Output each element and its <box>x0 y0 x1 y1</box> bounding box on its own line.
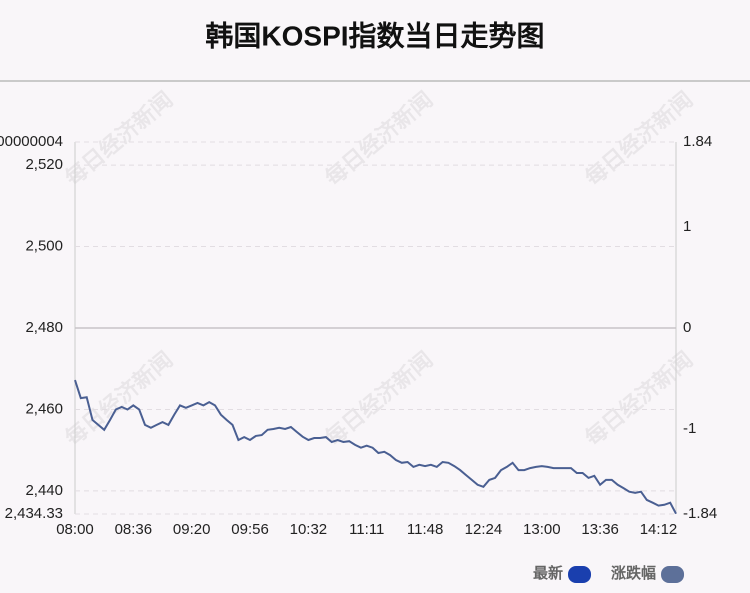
y-tick-label: 2,440 <box>25 482 63 499</box>
watermark: 每日经济新闻 <box>320 347 437 451</box>
y-tick-label: 2,500 <box>25 238 63 255</box>
x-tick-label: 12:24 <box>465 521 503 538</box>
price-line <box>74 379 677 515</box>
x-tick-label: 08:36 <box>115 521 153 538</box>
legend-label: 最新 <box>533 564 563 582</box>
y2-tick-label: 1.84 <box>683 133 712 150</box>
y-tick-label: 2,525.6700000000004 <box>0 133 63 150</box>
y2-tick-label: -1 <box>683 420 696 437</box>
y2-tick-label: 1 <box>683 218 691 235</box>
x-tick-label: 11:11 <box>349 521 384 538</box>
watermark: 每日经济新闻 <box>60 87 177 191</box>
watermark: 每日经济新闻 <box>580 87 697 191</box>
y-tick-label: 2,480 <box>25 319 63 336</box>
y-tick-label: 2,520 <box>25 156 63 173</box>
x-tick-label: 08:00 <box>56 521 94 538</box>
legend-label: 涨跌幅 <box>611 564 656 582</box>
legend-swatch <box>568 566 592 583</box>
x-tick-label: 09:56 <box>231 521 269 538</box>
x-tick-label: 14:12 <box>640 521 678 538</box>
legend-swatch <box>661 566 685 583</box>
y2-tick-label: 0 <box>683 319 691 336</box>
chart-title: 韩国KOSPI指数当日走势图 <box>205 20 544 51</box>
y-tick-label: 2,460 <box>25 400 63 417</box>
x-tick-label: 09:20 <box>173 521 211 538</box>
watermark: 每日经济新闻 <box>60 347 177 451</box>
y-tick-label: 2,434.33 <box>5 505 63 522</box>
y2-tick-label: -1.84 <box>683 505 717 522</box>
watermark: 每日经济新闻 <box>580 347 697 451</box>
watermark: 每日经济新闻 <box>320 87 437 191</box>
x-tick-label: 13:00 <box>523 521 561 538</box>
x-tick-label: 10:32 <box>290 521 328 538</box>
x-tick-label: 11:48 <box>407 521 443 538</box>
x-tick-label: 13:36 <box>581 521 619 538</box>
